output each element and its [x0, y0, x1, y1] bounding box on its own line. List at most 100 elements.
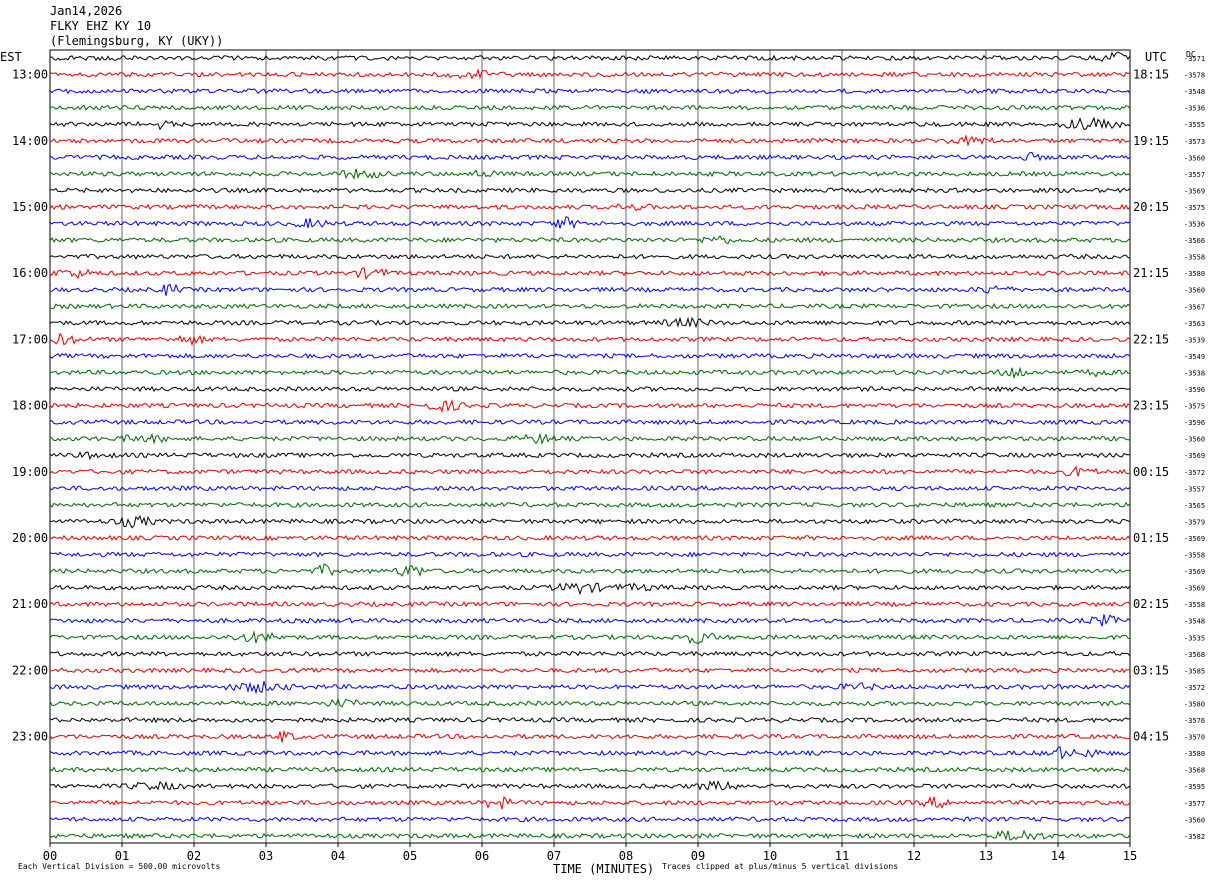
- trace-line: [49, 680, 1131, 695]
- x-axis-title: TIME (MINUTES): [553, 862, 655, 876]
- est-hour-label: 14:00: [12, 134, 48, 148]
- x-tick-label: 00: [43, 849, 57, 863]
- plot-frame: [49, 49, 1131, 844]
- dc-offset-label: -3569: [1184, 535, 1205, 543]
- dc-offset-label: -3569: [1184, 187, 1205, 195]
- x-tick-label: 09: [691, 849, 705, 863]
- x-tick-label: 08: [619, 849, 633, 863]
- trace-line: [49, 302, 1131, 310]
- est-hour-label: 16:00: [12, 266, 48, 280]
- x-tick-label: 04: [331, 849, 345, 863]
- dc-offset-label: -3557: [1184, 485, 1205, 493]
- trace-line: [49, 267, 1131, 281]
- trace-line: [49, 716, 1131, 724]
- dc-offset-label: -3568: [1184, 767, 1205, 775]
- dc-offset-label: -3567: [1184, 303, 1205, 311]
- trace-line: [49, 68, 1131, 80]
- trace-line: [49, 582, 1131, 596]
- dc-offset-label: -3575: [1184, 403, 1205, 411]
- dc-offset-label: -3579: [1184, 518, 1205, 526]
- utc-hour-label: 02:15: [1133, 597, 1169, 611]
- utc-hour-label: 18:15: [1133, 68, 1169, 82]
- dc-offset-label: -3580: [1184, 700, 1205, 708]
- trace-line: [49, 514, 1131, 529]
- trace-line: [49, 432, 1131, 445]
- dc-offset-label: -3548: [1184, 88, 1205, 96]
- dc-offset-label: -3560: [1184, 154, 1205, 162]
- x-tick-label: 05: [403, 849, 417, 863]
- dc-offset-label: -3570: [1184, 734, 1205, 742]
- est-hour-label: 21:00: [12, 597, 48, 611]
- est-hour-label: 13:00: [12, 68, 48, 82]
- dc-offset-label: -3576: [1184, 717, 1205, 725]
- trace-line: [49, 366, 1131, 380]
- dc-offset-label: -3573: [1184, 138, 1205, 146]
- trace-line: [49, 203, 1131, 212]
- trace-line: [49, 399, 1131, 413]
- trace-line: [49, 451, 1131, 461]
- dc-offset-label: -3560: [1184, 816, 1205, 824]
- plot-date: Jan14,2026: [50, 4, 123, 18]
- dc-label: DC: [1186, 50, 1196, 59]
- trace-line: [49, 501, 1131, 508]
- utc-hour-label: 22:15: [1133, 332, 1169, 346]
- utc-hour-label: 20:15: [1133, 200, 1169, 214]
- x-tick-label: 13: [979, 849, 993, 863]
- trace-line: [49, 385, 1131, 393]
- dc-offset-label: -3571: [1184, 55, 1205, 63]
- dc-offset-label: -3568: [1184, 651, 1205, 659]
- dc-offset-label: -3572: [1184, 469, 1205, 477]
- x-tick-label: 11: [835, 849, 849, 863]
- trace-line: [49, 116, 1131, 131]
- dc-offset-label: -3582: [1184, 833, 1205, 841]
- dc-offset-label: -3536: [1184, 221, 1205, 229]
- trace-line: [49, 235, 1131, 245]
- x-tick-label: 14: [1051, 849, 1065, 863]
- trace-line: [49, 667, 1131, 674]
- trace-line: [49, 187, 1131, 194]
- utc-label: UTC: [1145, 50, 1167, 64]
- dc-offset-label: -3569: [1184, 568, 1205, 576]
- station-name: FLKY EHZ KY 10: [50, 19, 152, 33]
- utc-hour-label: 03:15: [1133, 663, 1169, 677]
- dc-offset-label: -3558: [1184, 254, 1205, 262]
- dc-offset-label: -3580: [1184, 750, 1205, 758]
- dc-offset-label: -3536: [1184, 105, 1205, 113]
- trace-line: [49, 168, 1131, 180]
- dc-offset-label: -3563: [1184, 320, 1205, 328]
- est-hour-label: 23:00: [12, 730, 48, 744]
- est-hour-label: 15:00: [12, 200, 48, 214]
- dc-offset-label: -3565: [1184, 502, 1205, 510]
- trace-line: [49, 614, 1131, 627]
- trace-line: [49, 104, 1131, 111]
- trace-line: [49, 216, 1131, 230]
- trace-line: [49, 253, 1131, 260]
- est-hour-label: 22:00: [12, 663, 48, 677]
- dc-offset-label: -3560: [1184, 436, 1205, 444]
- clip-note: Traces clipped at plus/minus 5 vertical …: [662, 862, 899, 871]
- x-tick-label: 15: [1123, 849, 1137, 863]
- dc-offset-label: -3566: [1184, 237, 1205, 245]
- trace-line: [49, 134, 1131, 147]
- est-hour-label: 18:00: [12, 399, 48, 413]
- utc-hour-label: 23:15: [1133, 399, 1169, 413]
- utc-hour-label: 00:15: [1133, 465, 1169, 479]
- x-tick-label: 12: [907, 849, 921, 863]
- trace-line: [49, 650, 1131, 657]
- dc-offset-label: -3557: [1184, 171, 1205, 179]
- dc-offset-label: -3577: [1184, 800, 1205, 808]
- trace-line: [49, 766, 1131, 773]
- trace-line: [49, 51, 1131, 62]
- dc-offset-label: -3535: [1184, 634, 1205, 642]
- trace-line: [49, 534, 1131, 542]
- dc-offset-label: -3575: [1184, 204, 1205, 212]
- trace-line: [49, 630, 1131, 645]
- trace-line: [49, 729, 1131, 743]
- x-tick-label: 02: [187, 849, 201, 863]
- trace-line: [49, 352, 1131, 359]
- dc-offset-label: -3596: [1184, 386, 1205, 394]
- dc-offset-label: -3549: [1184, 353, 1205, 361]
- x-tick-label: 06: [475, 849, 489, 863]
- trace-line: [49, 316, 1131, 329]
